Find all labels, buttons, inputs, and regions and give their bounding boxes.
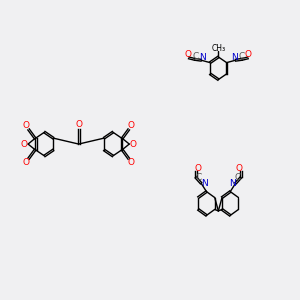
Text: N: N — [199, 53, 206, 62]
Text: O: O — [130, 140, 136, 148]
Text: N: N — [231, 53, 237, 62]
Text: O: O — [128, 121, 135, 130]
Text: O: O — [236, 164, 242, 173]
Text: O: O — [194, 164, 201, 173]
Text: O: O — [23, 121, 30, 130]
Text: C: C — [238, 52, 244, 61]
Text: O: O — [75, 120, 82, 129]
Text: O: O — [128, 158, 135, 167]
Text: O: O — [185, 50, 192, 59]
Text: O: O — [21, 140, 28, 148]
Text: C: C — [192, 52, 199, 61]
Text: O: O — [23, 158, 30, 167]
Text: C: C — [196, 173, 202, 182]
Text: C: C — [235, 173, 241, 182]
Text: CH₃: CH₃ — [211, 44, 225, 52]
Text: N: N — [201, 179, 208, 188]
Text: O: O — [245, 50, 252, 59]
Text: N: N — [229, 179, 236, 188]
